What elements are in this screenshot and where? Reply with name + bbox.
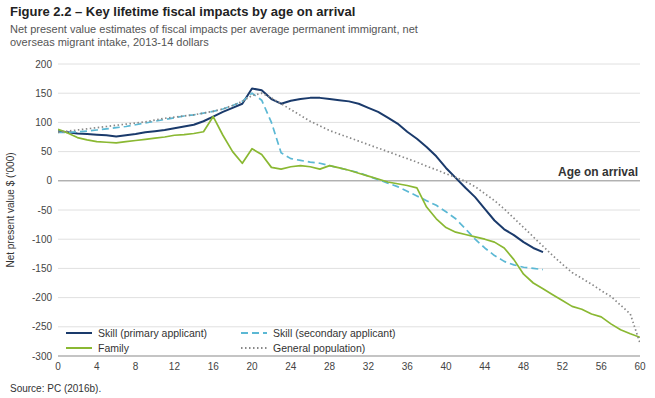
y-axis-label: Net present value $ (’000) bbox=[5, 152, 16, 267]
legend-swatch bbox=[241, 332, 267, 334]
y-tick-label: 50 bbox=[41, 146, 53, 157]
legend-swatch bbox=[241, 347, 267, 349]
y-tick-label: -50 bbox=[38, 205, 53, 216]
x-tick-label: 36 bbox=[402, 361, 414, 372]
zero-line bbox=[58, 180, 640, 181]
grid-line bbox=[58, 239, 640, 240]
subtitle: Net present value estimates of fiscal im… bbox=[10, 23, 418, 48]
legend: Skill (primary applicant) Skill (secondar… bbox=[66, 327, 396, 354]
legend-label: Skill (primary applicant) bbox=[98, 327, 207, 339]
x-axis-line bbox=[58, 356, 640, 357]
chart: Figure 2.2 – Key lifetime fiscal impacts… bbox=[0, 0, 655, 398]
x-tick-label: 40 bbox=[440, 361, 452, 372]
series-line bbox=[58, 93, 640, 343]
series-line bbox=[58, 117, 640, 338]
series-line bbox=[58, 89, 543, 253]
grid-line bbox=[58, 268, 640, 269]
legend-label: Skill (secondary applicant) bbox=[273, 327, 396, 339]
legend-label: Family bbox=[98, 342, 130, 354]
grid bbox=[58, 64, 640, 356]
x-tick-label: 24 bbox=[285, 361, 297, 372]
lines bbox=[58, 89, 640, 344]
y-tick-label: -300 bbox=[32, 351, 52, 362]
series-line bbox=[58, 93, 543, 269]
y-tick-label: -100 bbox=[32, 234, 52, 245]
subtitle-line: Net present value estimates of fiscal im… bbox=[10, 23, 418, 35]
x-tick-label: 32 bbox=[363, 361, 375, 372]
legend-swatch bbox=[66, 347, 92, 349]
y-tick-label: -150 bbox=[32, 263, 52, 274]
x-tick-label: 12 bbox=[169, 361, 181, 372]
grid-line bbox=[58, 93, 640, 94]
y-tick-label: 200 bbox=[35, 59, 52, 70]
x-tick-label: 60 bbox=[634, 361, 646, 372]
x-tick-label: 8 bbox=[133, 361, 139, 372]
grid-line bbox=[58, 64, 640, 65]
x-axis-label: Age on arrival bbox=[558, 165, 638, 179]
y-tick-label: 150 bbox=[35, 88, 52, 99]
x-tick-label: 48 bbox=[518, 361, 530, 372]
x-tick-label: 0 bbox=[55, 361, 61, 372]
source: Source: PC (2016b). bbox=[10, 383, 101, 394]
subtitle-line: overseas migrant intake, 2013-14 dollars bbox=[10, 36, 209, 48]
x-tick-label: 28 bbox=[324, 361, 336, 372]
grid-line bbox=[58, 210, 640, 211]
y-tick-label: 100 bbox=[35, 117, 52, 128]
legend-swatch bbox=[66, 332, 92, 334]
x-tick-label: 56 bbox=[596, 361, 608, 372]
x-tick-label: 20 bbox=[246, 361, 258, 372]
y-tick-label: 0 bbox=[46, 175, 52, 186]
grid-line bbox=[58, 151, 640, 152]
x-tick-label: 52 bbox=[557, 361, 569, 372]
y-tick-label: -250 bbox=[32, 321, 52, 332]
x-tick-label: 4 bbox=[94, 361, 100, 372]
grid-line bbox=[58, 356, 640, 357]
grid-line bbox=[58, 180, 640, 181]
y-tick-label: -200 bbox=[32, 292, 52, 303]
legend-label: General population) bbox=[273, 342, 365, 354]
x-tick-label: 44 bbox=[479, 361, 491, 372]
grid-line bbox=[58, 297, 640, 298]
title: Figure 2.2 – Key lifetime fiscal impacts… bbox=[10, 4, 355, 19]
x-tick-label: 16 bbox=[208, 361, 220, 372]
